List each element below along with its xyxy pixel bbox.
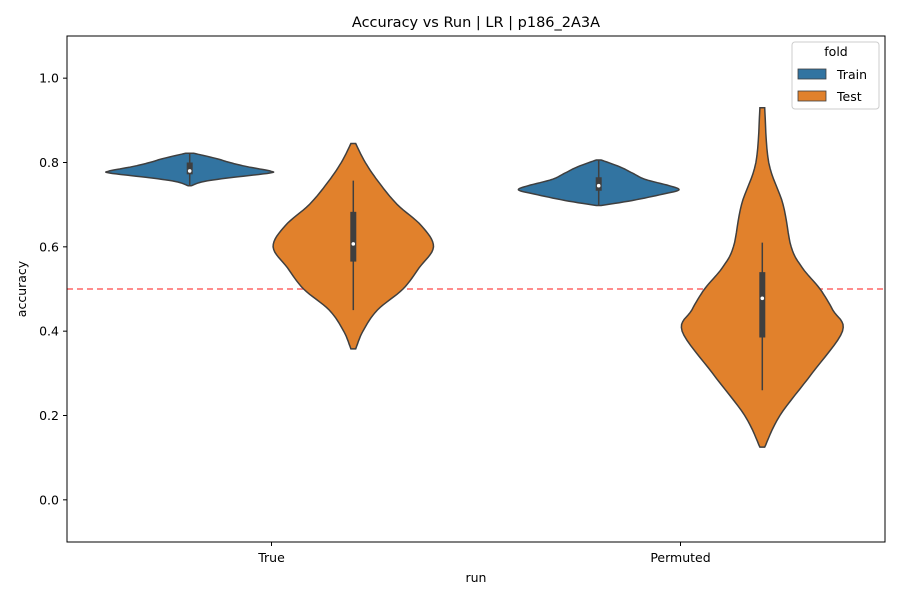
y-tick-label-1: 0.2 <box>39 408 59 423</box>
legend-swatch-train <box>797 68 827 80</box>
y-tick-label-3: 0.6 <box>39 239 59 254</box>
legend-label-train: Train <box>836 67 867 82</box>
median-dot-test-true <box>351 242 356 246</box>
y-tick-label-2: 0.4 <box>39 324 59 339</box>
legend: fold Train Test <box>791 41 880 110</box>
iqr-box-test-permuted <box>759 272 766 338</box>
x-tick-label-permuted: Permuted <box>650 550 710 565</box>
median-dot-train-true <box>187 169 192 173</box>
iqr-box-train-true <box>186 162 193 175</box>
y-tick-label-4: 0.8 <box>39 155 59 170</box>
legend-label-test: Test <box>836 89 862 104</box>
median-dot-test-permuted <box>760 296 765 301</box>
x-axis-label: run <box>466 570 487 585</box>
y-tick-label-0: 0.0 <box>39 492 59 507</box>
y-axis-label: accuracy <box>14 260 29 317</box>
legend-title: fold <box>824 44 847 59</box>
x-tick-label-true: True <box>257 550 285 565</box>
median-dot-train-permuted <box>596 183 601 188</box>
legend-swatch-test <box>797 90 827 102</box>
chart-title: Accuracy vs Run | LR | p186_2A3A <box>352 15 600 31</box>
y-tick-label-5: 1.0 <box>39 71 59 86</box>
plot-frame <box>66 35 886 543</box>
iqr-box-test-true <box>350 211 357 262</box>
